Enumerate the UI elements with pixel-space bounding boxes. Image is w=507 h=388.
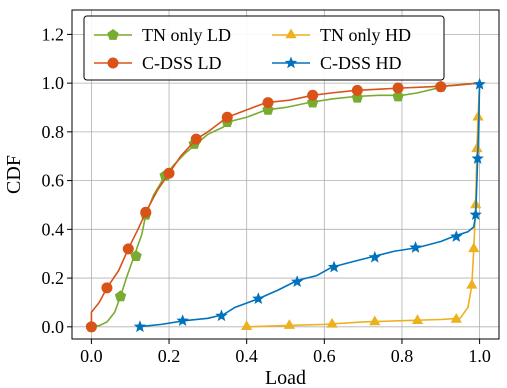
data-point-c-dss-hd [252, 292, 265, 305]
data-point-c-dss-hd [215, 309, 228, 322]
series-tn-only-hd [241, 83, 484, 331]
data-point-tn-only-hd [326, 317, 338, 328]
data-point-tn-only-hd [466, 278, 478, 289]
data-point-c-dss-ld [392, 82, 404, 94]
legend: TN only LD TN only HD C-DSS LD C-DSS HD [83, 15, 445, 81]
series-line-tn-only-hd [246, 83, 481, 328]
data-point-c-dss-hd [368, 250, 381, 263]
series-c-dss-hd [133, 77, 486, 333]
data-point-c-dss-ld [435, 81, 447, 93]
data-point-c-dss-hd [473, 77, 486, 90]
legend-entry-c-dss-hd: C-DSS HD [272, 53, 402, 73]
data-point-c-dss-ld [85, 321, 97, 333]
y-tick-label: 0.8 [42, 122, 65, 142]
data-point-c-dss-ld [190, 133, 202, 145]
data-point-tn-only-hd [468, 242, 480, 253]
y-tick-label: 0.0 [42, 317, 65, 337]
data-point-c-dss-ld [221, 111, 233, 123]
y-tick-label: 1.2 [42, 24, 65, 44]
data-point-c-dss-ld [163, 167, 175, 179]
series-layer [85, 77, 486, 333]
series-line-c-dss-hd [137, 83, 481, 328]
legend-entry-tn-only-hd: TN only HD [272, 25, 411, 45]
data-point-c-dss-hd [469, 208, 482, 220]
data-point-c-dss-ld [140, 206, 152, 218]
legend-label-tn-only-ld: TN only LD [142, 25, 231, 45]
legend-entry-tn-only-ld: TN only LD [94, 25, 231, 45]
legend-entry-c-dss-ld: C-DSS LD [94, 53, 222, 73]
legend-marker-tn-only-hd [285, 28, 297, 39]
legend-label-tn-only-hd: TN only HD [320, 25, 411, 45]
data-point-tn-only-hd [450, 313, 462, 323]
data-point-tn-only-hd [241, 320, 253, 331]
data-point-tn-only-ld [114, 290, 127, 302]
x-tick-label: 0.4 [235, 346, 258, 366]
data-point-c-dss-ld [101, 282, 113, 294]
series-line-c-dss-ld [90, 82, 480, 327]
series-c-dss-ld [85, 81, 480, 333]
x-tick-label: 1.0 [468, 346, 491, 366]
x-tick-label: 0.8 [391, 346, 414, 366]
data-point-tn-only-hd [472, 110, 484, 121]
data-point-tn-only-hd [283, 319, 296, 329]
data-point-c-dss-hd [176, 314, 189, 326]
data-point-tn-only-hd [369, 315, 381, 326]
data-point-tn-only-ld [130, 250, 142, 261]
legend-marker-tn-only-ld [107, 29, 119, 40]
y-tick-label: 1.0 [42, 73, 65, 93]
y-axis-label: CDF [3, 155, 25, 194]
series-line-tn-only-ld [91, 82, 480, 328]
legend-box [83, 15, 445, 81]
y-tick-label: 0.6 [42, 171, 65, 191]
series-tn-only-ld [85, 80, 480, 332]
data-point-tn-only-ld [392, 90, 404, 102]
legend-label-c-dss-ld: C-DSS LD [142, 53, 222, 73]
x-axis-label: Load [265, 367, 306, 388]
ticks: 0.0 0.2 0.4 0.6 0.8 1.0 0.0 0.2 0.4 0.6 0.8 1.0 1.2 [42, 24, 491, 366]
data-point-c-dss-hd [133, 320, 147, 333]
data-point-c-dss-ld [307, 89, 319, 101]
data-point-c-dss-hd [471, 152, 484, 164]
plot-frame [71, 9, 500, 340]
y-tick-label: 0.2 [42, 268, 65, 288]
data-point-c-dss-ld [262, 97, 274, 109]
data-point-c-dss-hd [409, 241, 422, 253]
data-point-c-dss-hd [327, 260, 341, 273]
x-tick-label: 0.0 [80, 346, 103, 366]
data-point-tn-only-hd [471, 142, 483, 153]
y-tick-label: 0.4 [42, 219, 65, 239]
legend-marker-c-dss-hd [284, 56, 298, 69]
data-point-c-dss-ld [351, 84, 363, 96]
data-point-c-dss-hd [450, 230, 463, 242]
legend-label-c-dss-hd: C-DSS HD [320, 53, 402, 73]
data-point-c-dss-ld [122, 243, 134, 255]
data-point-tn-only-hd [411, 314, 424, 324]
legend-marker-c-dss-ld [107, 57, 119, 69]
x-tick-label: 0.6 [313, 346, 336, 366]
data-point-c-dss-hd [290, 275, 304, 287]
x-tick-label: 0.2 [158, 346, 181, 366]
